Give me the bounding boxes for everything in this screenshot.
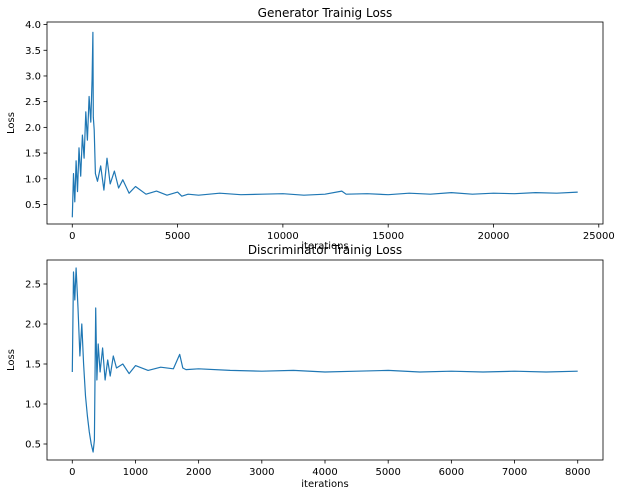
- chart0-y-axis-label: Loss: [6, 112, 17, 134]
- chart1-y-tick-label: 1.0: [25, 400, 41, 411]
- chart1-x-tick-label: 8000: [565, 467, 590, 478]
- chart1-y-axis-label: Loss: [6, 349, 17, 371]
- chart0-x-tick-label: 20000: [478, 231, 510, 242]
- chart1-title: Discriminator Trainig Loss: [248, 243, 402, 257]
- chart1-x-tick-label: 3000: [249, 467, 274, 478]
- chart0-x-tick-label: 10000: [267, 231, 299, 242]
- chart0-y-tick-label: 1.0: [25, 174, 41, 185]
- chart1-x-tick-label: 7000: [502, 467, 527, 478]
- chart0-y-tick-label: 3.5: [25, 46, 41, 57]
- chart0-title: Generator Trainig Loss: [258, 6, 393, 20]
- chart1-x-tick-label: 5000: [375, 467, 400, 478]
- chart1-y-tick-label: 2.5: [25, 280, 41, 291]
- chart1-x-axis-label: iterations: [301, 479, 348, 490]
- chart0-y-tick-label: 4.0: [25, 20, 41, 31]
- chart1-y-tick-label: 2.0: [25, 320, 41, 331]
- chart1-x-tick-label: 0: [69, 467, 75, 478]
- chart0-y-tick-label: 2.5: [25, 97, 41, 108]
- chart1-frame: [46, 259, 604, 461]
- chart0-x-tick-label: 15000: [372, 231, 404, 242]
- chart1-x-tick-label: 1000: [123, 467, 148, 478]
- chart0-y-tick-label: 2.0: [25, 123, 41, 134]
- chart0-series-line: [71, 31, 578, 218]
- chart0-x-tick-label: 25000: [583, 231, 615, 242]
- chart0-y-tick-label: 3.0: [25, 71, 41, 82]
- chart1-x-tick-label: 6000: [439, 467, 464, 478]
- chart1-series-line: [71, 267, 578, 453]
- chart1-x-tick-label: 4000: [312, 467, 337, 478]
- chart0-x-axis-label: iterations: [301, 241, 348, 252]
- chart0-y-tick-label: 0.5: [25, 200, 41, 211]
- chart1-y-tick-label: 1.5: [25, 360, 41, 371]
- chart0-x-tick-label: 5000: [165, 231, 190, 242]
- chart1-x-tick-label: 2000: [186, 467, 211, 478]
- chart0-frame: [46, 21, 604, 225]
- chart0-y-tick-label: 1.5: [25, 149, 41, 160]
- chart1-y-tick-label: 0.5: [25, 440, 41, 451]
- chart0-x-tick-label: 0: [69, 231, 75, 242]
